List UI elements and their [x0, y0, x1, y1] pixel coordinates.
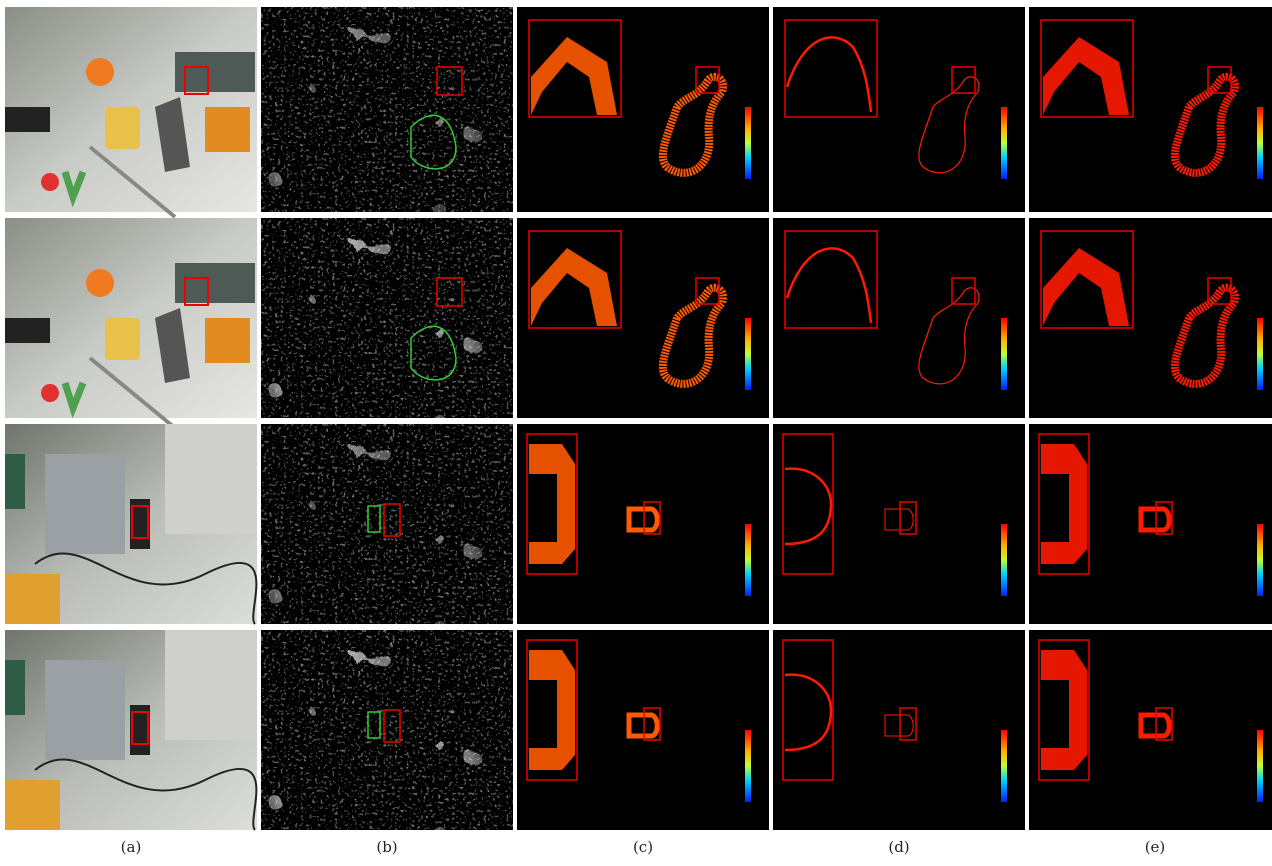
error-map [1029, 7, 1272, 212]
edge-noise [261, 630, 513, 830]
panel [773, 218, 1025, 418]
object [205, 318, 250, 363]
colorbar [1001, 318, 1007, 390]
panel [1029, 7, 1272, 212]
object [175, 263, 255, 303]
panel [1029, 218, 1272, 418]
colorbar [745, 730, 751, 802]
column-label: (d) [888, 838, 909, 856]
object [165, 424, 257, 534]
colorbar [1001, 524, 1007, 596]
page: {"figure": {"columns": [{"label": "(a)"}… [0, 0, 1272, 866]
object [205, 107, 250, 152]
edge-noise [261, 424, 513, 624]
panel [517, 424, 769, 624]
object [105, 107, 140, 149]
error-map [517, 218, 769, 418]
colorbar [1257, 107, 1263, 179]
error-map [1029, 218, 1272, 418]
object [45, 660, 125, 760]
error-map [517, 7, 769, 212]
panel [773, 7, 1025, 212]
panel [773, 630, 1025, 830]
object [41, 173, 59, 191]
panel [261, 630, 513, 830]
figure: (a) (b) (c) (d) (e) [0, 0, 1272, 866]
colorbar [1257, 730, 1263, 802]
colorbar [1257, 524, 1263, 596]
object [86, 58, 114, 86]
object [41, 384, 59, 402]
column-label: (b) [376, 838, 397, 856]
object [175, 52, 255, 92]
panel [517, 218, 769, 418]
error-map [773, 7, 1025, 212]
object [105, 318, 140, 360]
error-map [773, 630, 1025, 830]
column-label: (a) [121, 838, 142, 856]
object [165, 630, 257, 740]
panel [517, 630, 769, 830]
panel [261, 424, 513, 624]
object [45, 454, 125, 554]
object [5, 318, 50, 343]
colorbar [1001, 107, 1007, 179]
panel [1029, 424, 1272, 624]
panel [1029, 630, 1272, 830]
error-map [773, 424, 1025, 624]
edge-noise [261, 7, 513, 212]
colorbar [1001, 730, 1007, 802]
edge-noise [261, 218, 513, 418]
object [5, 780, 60, 830]
panel [5, 218, 257, 428]
column-label: (c) [633, 838, 653, 856]
error-map [773, 218, 1025, 418]
colorbar [745, 524, 751, 596]
colorbar [745, 107, 751, 179]
column-label: (e) [1145, 838, 1166, 856]
panel [5, 7, 257, 217]
object [5, 107, 50, 132]
panel [773, 424, 1025, 624]
object [5, 660, 25, 715]
panel [261, 218, 513, 418]
colorbar [1257, 318, 1263, 390]
panel [517, 7, 769, 212]
panel [5, 630, 257, 830]
panel [261, 7, 513, 212]
panel [5, 424, 257, 624]
colorbar [745, 318, 751, 390]
object [86, 269, 114, 297]
object [5, 574, 60, 624]
object [5, 454, 25, 509]
